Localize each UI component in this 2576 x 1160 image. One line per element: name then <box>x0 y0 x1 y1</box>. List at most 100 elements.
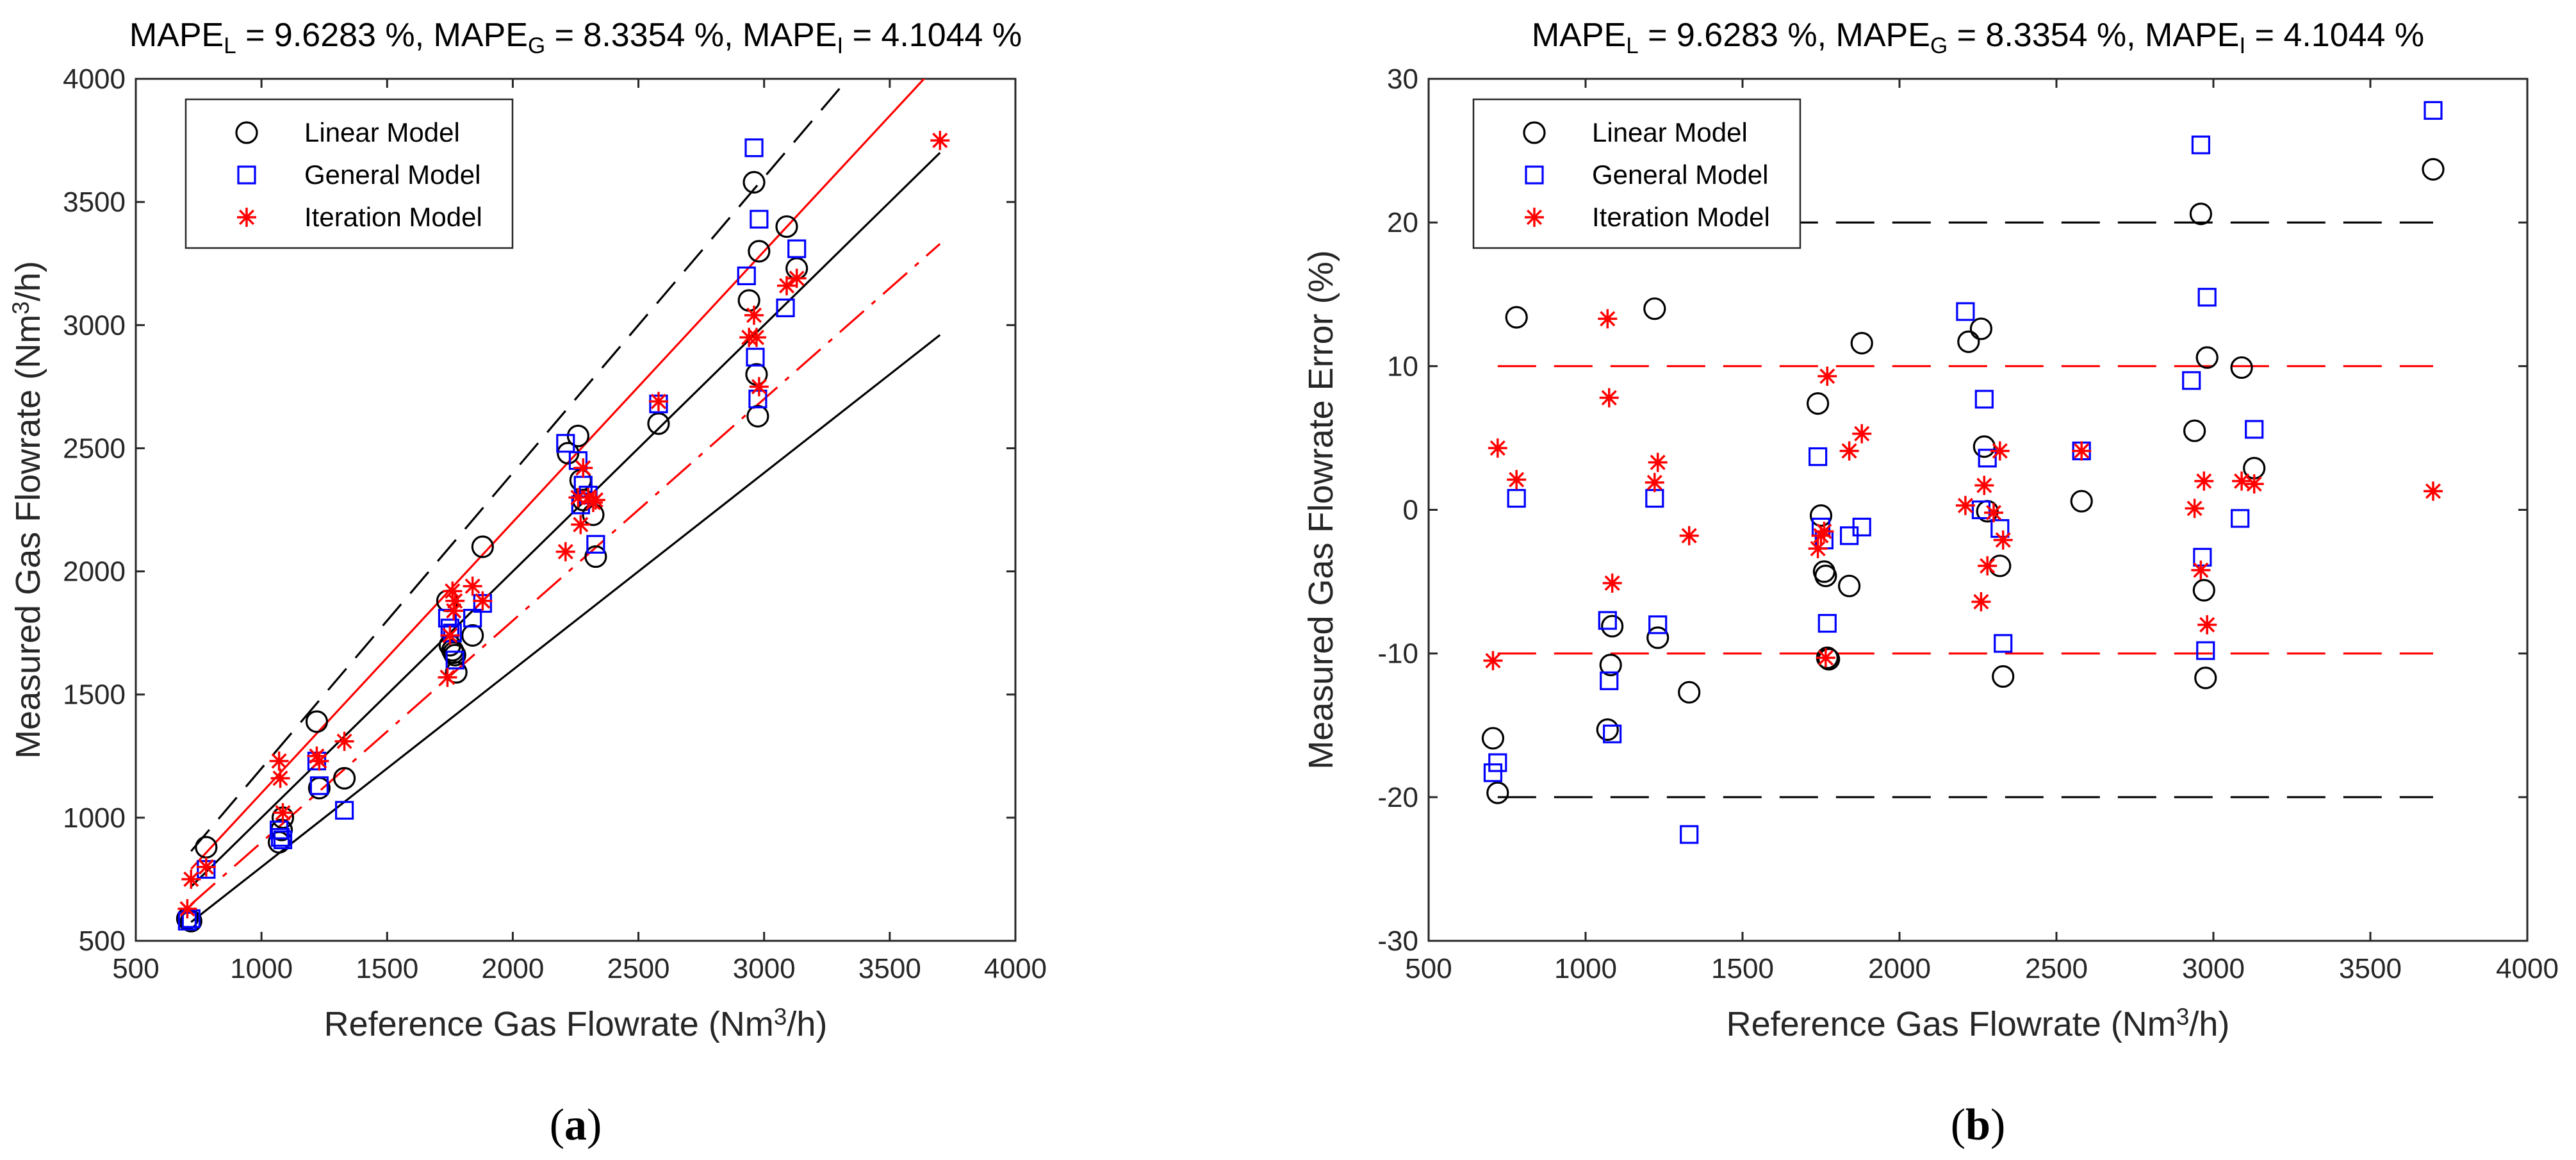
panel-b-title: MAPEL = 9.6283 %, MAPEG = 8.3354 %, MAPE… <box>1532 17 2424 58</box>
x-tick-label: 500 <box>112 953 159 984</box>
x-tick-label: 1500 <box>1711 953 1774 984</box>
y-tick-label: -30 <box>1377 925 1418 957</box>
point-general-model <box>2245 420 2264 439</box>
point-iteration-model-glyph <box>573 458 593 478</box>
y-tick-label: 1500 <box>63 679 126 711</box>
point-iteration-model-glyph <box>2197 615 2217 634</box>
x-tick-label: 1000 <box>230 953 293 984</box>
legend-label: General Model <box>1592 160 1768 190</box>
point-iteration-model-glyph <box>307 746 327 766</box>
point-iteration-model-glyph <box>1808 539 1828 559</box>
point-linear-model <box>461 624 484 647</box>
point-iteration-model <box>586 490 605 510</box>
point-general-model <box>2424 101 2443 120</box>
point-iteration-model <box>1598 309 1618 329</box>
y-tick-label: 1000 <box>63 802 126 834</box>
legend-marker-star-glyph <box>1525 208 1544 227</box>
point-general-model <box>787 239 807 258</box>
legend-marker-circle <box>235 121 258 144</box>
point-iteration-model-glyph <box>1679 526 1699 545</box>
point-iteration-model-glyph <box>1971 592 1991 611</box>
point-linear-model <box>2422 158 2445 181</box>
point-iteration-model-glyph <box>1645 472 1664 492</box>
point-general-model <box>1956 302 1975 321</box>
point-linear-model <box>584 545 607 568</box>
y-tick-label: 20 <box>1387 207 1418 238</box>
point-iteration-model-glyph <box>1955 495 1975 515</box>
point-iteration-model <box>744 305 764 325</box>
panel-b-x-axis-label: Reference Gas Flowrate (Nm3/h) <box>1727 1004 2230 1043</box>
point-general-model <box>309 776 329 795</box>
point-general-model <box>1645 488 1664 508</box>
point-iteration-model-glyph <box>269 751 289 771</box>
panel-a-x-ticks: 500 1000 1500 2000 2500 3000 3500 4000 <box>112 79 1047 984</box>
point-general-model <box>1488 753 1507 772</box>
point-general-model <box>1483 763 1503 783</box>
x-tick-label: 2500 <box>2025 953 2088 984</box>
point-iteration-model-glyph <box>181 869 201 889</box>
point-iteration-model <box>1645 472 1664 492</box>
point-iteration-model <box>648 392 668 411</box>
point-iteration-model <box>749 377 769 397</box>
y-tick-label: 2000 <box>63 556 126 588</box>
point-iteration-model <box>2232 471 2252 491</box>
point-linear-model <box>2192 579 2215 602</box>
panel-b-caption: (b) <box>1951 1100 2006 1150</box>
point-general-model <box>586 534 605 554</box>
point-general-model <box>2196 641 2215 660</box>
point-linear-model <box>1596 718 1619 742</box>
point-iteration-model-glyph <box>2072 441 2092 461</box>
point-iteration-model <box>2194 471 2214 491</box>
point-linear-model <box>1809 504 1833 527</box>
point-iteration-model-glyph <box>586 490 605 510</box>
point-iteration-model <box>1599 388 1619 408</box>
point-linear-model <box>1969 317 1992 340</box>
legend-label: Iteration Model <box>1592 202 1770 232</box>
legend-marker-star <box>237 208 256 227</box>
point-iteration-model-glyph <box>1839 441 1859 461</box>
point-iteration-model <box>463 576 482 596</box>
point-iteration-model <box>443 581 463 601</box>
point-iteration-model-glyph <box>1852 424 1872 443</box>
point-linear-model <box>1850 331 1873 355</box>
reference-line-minus-20 <box>190 334 941 924</box>
point-general-model <box>445 650 464 670</box>
point-iteration-model <box>473 591 493 611</box>
point-linear-model <box>748 240 771 263</box>
point-linear-model <box>1678 681 1701 704</box>
point-linear-model <box>1601 615 1624 638</box>
legend-label: Linear Model <box>304 117 460 147</box>
point-iteration-model <box>177 899 197 919</box>
point-general-model <box>1852 517 1871 537</box>
x-tick-label: 1000 <box>1554 953 1617 984</box>
point-iteration-model-glyph <box>555 542 575 561</box>
point-iteration-model-glyph <box>1598 309 1618 329</box>
reference-line-ideal <box>190 152 941 888</box>
point-iteration-model-glyph <box>2424 481 2443 501</box>
point-iteration-model <box>1483 650 1503 670</box>
point-iteration-model-glyph <box>1488 438 1507 458</box>
reference-line-plus-20 <box>190 79 849 852</box>
legend-marker-square <box>1525 165 1544 185</box>
point-general-model <box>556 434 575 453</box>
point-linear-model <box>1838 574 1861 597</box>
point-general-model <box>1507 488 1526 508</box>
point-linear-model <box>2189 203 2212 226</box>
point-general-model <box>1994 634 2013 653</box>
point-iteration-model-glyph <box>1990 441 2010 461</box>
x-tick-label: 3500 <box>2339 953 2402 984</box>
panel-b-y-axis-label: Measured Gas Flowrate Error (%) <box>1302 250 1340 769</box>
point-iteration-model-glyph <box>443 581 463 601</box>
point-iteration-model <box>573 458 593 478</box>
point-general-model <box>2231 509 2250 528</box>
point-iteration-model-glyph <box>746 327 766 347</box>
point-iteration-model-glyph <box>744 305 764 325</box>
point-iteration-model-glyph <box>270 768 290 788</box>
point-iteration-model-glyph <box>1599 388 1619 408</box>
panel-a-reference-lines <box>190 79 941 924</box>
x-tick-label: 1500 <box>356 953 418 984</box>
point-general-model <box>1680 825 1699 844</box>
point-iteration-model-glyph <box>438 667 457 687</box>
point-linear-model <box>1505 306 1528 329</box>
point-linear-model <box>443 643 466 667</box>
